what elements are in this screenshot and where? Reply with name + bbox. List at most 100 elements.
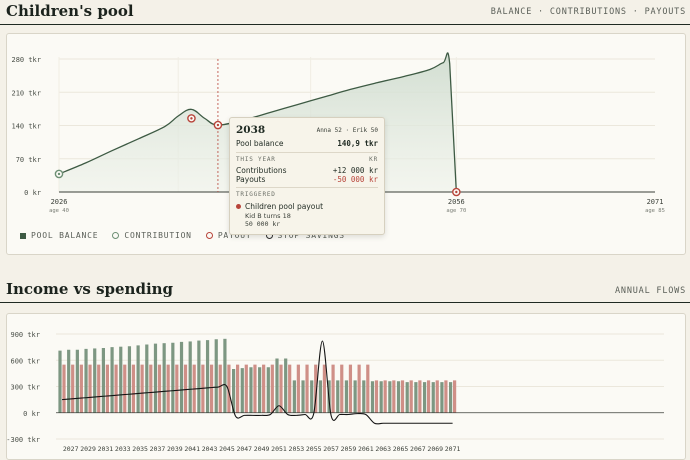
net-flow-line xyxy=(61,340,453,425)
spending-bar xyxy=(166,364,170,413)
income-bar xyxy=(162,343,166,413)
y-tick-label: 300 tkr xyxy=(10,384,40,392)
legend-label: PAYOUT xyxy=(217,231,252,240)
y-tick-label: 0 kr xyxy=(23,410,40,418)
income-bar xyxy=(214,339,218,413)
income-bar xyxy=(379,381,383,413)
y-tick-label: 210 tkr xyxy=(11,89,41,97)
spending-bar xyxy=(392,380,396,413)
tooltip-divider xyxy=(236,187,378,188)
spending-bar xyxy=(244,364,248,413)
spending-bar xyxy=(314,364,318,413)
payout-marker-icon xyxy=(205,232,213,239)
event-subtitle: Kid B turns 18 xyxy=(245,212,291,220)
x-tick-label: 2065 xyxy=(393,445,409,453)
x-tick-age-label: age 40 xyxy=(49,208,69,214)
spending-bar xyxy=(400,380,405,413)
income-nav[interactable]: ANNUAL FLOWS xyxy=(614,286,686,296)
spending-bar xyxy=(105,364,109,413)
income-bar xyxy=(75,349,79,413)
pool-nav[interactable]: BALANCE · CONTRIBUTIONS · PAYOUTS xyxy=(490,7,686,17)
spending-bar xyxy=(426,380,431,413)
income-bar xyxy=(405,382,409,413)
income-bar xyxy=(362,380,366,413)
income-bar xyxy=(205,340,210,413)
income-bar xyxy=(171,342,175,413)
income-bar xyxy=(284,358,288,413)
income-bar xyxy=(388,381,392,413)
pool-divider xyxy=(0,24,690,25)
y-tick-label: 0 kr xyxy=(24,189,41,197)
legend-contribution[interactable]: CONTRIBUTION xyxy=(112,231,191,240)
y-tick-label: 280 tkr xyxy=(11,56,41,64)
legend-payout[interactable]: PAYOUT xyxy=(205,231,252,240)
x-tick-label: 2043 xyxy=(202,445,218,453)
income-bar xyxy=(414,382,418,413)
y-tick-label: 900 tkr xyxy=(10,331,40,339)
y-tick-label: 70 tkr xyxy=(16,156,41,164)
income-bar xyxy=(258,367,262,413)
currency-caption: KR xyxy=(369,156,378,163)
spending-bar xyxy=(175,364,179,413)
spending-bar xyxy=(296,364,300,413)
spending-bar xyxy=(357,364,361,413)
event-amount: 50 000 kr xyxy=(245,220,281,228)
income-bar xyxy=(188,341,192,413)
payout-dot-icon xyxy=(236,204,241,209)
x-tick-label: 2049 xyxy=(254,445,270,453)
payout-marker-dot xyxy=(455,190,458,194)
spending-bar xyxy=(79,364,83,413)
income-bar xyxy=(101,348,105,413)
x-tick-label: 2067 xyxy=(410,445,426,453)
triggered-caption: TRIGGERED xyxy=(236,191,276,198)
spending-bar xyxy=(331,364,335,413)
spending-bar xyxy=(435,380,439,413)
page-title: Children's pool xyxy=(6,2,134,20)
income-bar xyxy=(84,348,88,413)
spending-bar xyxy=(62,364,66,413)
spending-bar xyxy=(348,364,353,413)
spending-bar xyxy=(288,364,292,413)
x-tick-label: 2033 xyxy=(115,445,131,453)
spending-bar xyxy=(444,380,448,413)
legend-label: STOP SAVINGS xyxy=(277,231,345,240)
income-bar xyxy=(266,367,270,413)
spending-bar xyxy=(418,380,422,413)
income-bar xyxy=(275,358,279,413)
spending-bar xyxy=(322,364,326,413)
income-bar xyxy=(240,368,244,413)
spending-bar xyxy=(114,364,118,413)
income-bar xyxy=(232,369,236,413)
x-tick-label: 2047 xyxy=(236,445,252,453)
income-bar xyxy=(449,382,453,413)
legend-label: CONTRIBUTION xyxy=(124,231,192,240)
income-bar xyxy=(301,380,305,413)
x-tick-label: 2026 xyxy=(51,198,68,206)
spending-bar xyxy=(97,364,101,413)
income-bar xyxy=(127,346,132,413)
legend-label: POOL BALANCE xyxy=(31,231,99,240)
x-tick-label: 2059 xyxy=(341,445,357,453)
balance-value: 140,9 tkr xyxy=(337,139,378,148)
income-bar xyxy=(440,382,444,413)
x-tick-label: 2055 xyxy=(306,445,322,453)
section-title-income: Income vs spending xyxy=(6,280,174,298)
balance-label: Pool balance xyxy=(236,139,284,148)
x-tick-label: 2035 xyxy=(132,445,148,453)
tooltip-ages: Anna 52 · Erik 50 xyxy=(316,127,378,134)
income-bar xyxy=(422,382,427,413)
legend-pool-balance[interactable]: POOL BALANCE xyxy=(20,231,98,240)
x-tick-age-label: age 70 xyxy=(446,208,466,214)
spending-bar xyxy=(340,364,344,413)
pool-balance-line xyxy=(58,52,457,193)
income-bar xyxy=(136,345,140,413)
x-tick-label: 2027 xyxy=(63,445,79,453)
spending-bar xyxy=(279,364,283,413)
income-bar xyxy=(93,348,97,413)
contribution-marker-icon xyxy=(112,232,120,239)
y-tick-label: -300 tkr xyxy=(6,436,40,444)
income-bar xyxy=(58,350,62,413)
x-tick-label: 2063 xyxy=(375,445,391,453)
x-tick-label: 2071 xyxy=(647,198,664,206)
